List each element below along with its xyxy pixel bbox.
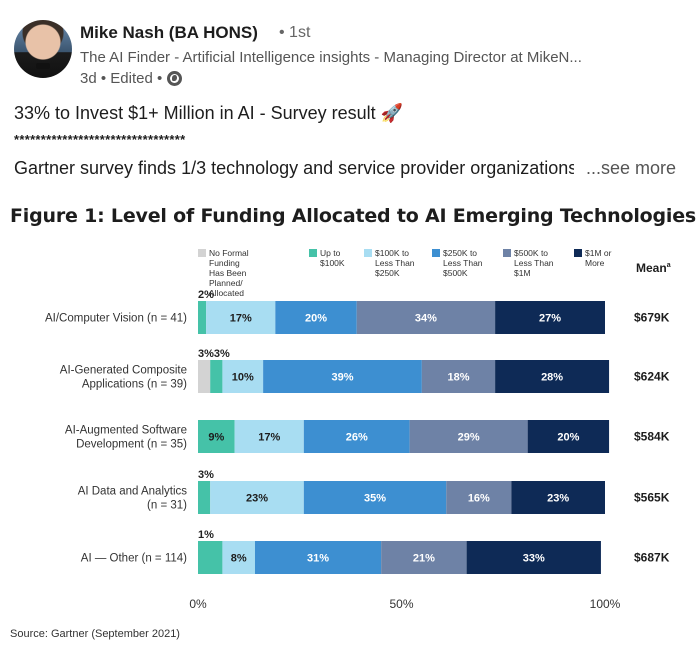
legend-label: $500K to Less Than $1M: [514, 248, 554, 278]
bar-segment: [381, 541, 467, 574]
post-title: 33% to Invest $1+ Million in AI - Survey…: [14, 103, 404, 123]
bar-segment: [356, 301, 496, 334]
connection-degree: • 1st: [279, 24, 311, 41]
bar-segment: [222, 360, 264, 393]
legend-swatch: [503, 249, 511, 257]
bar-segment: [421, 360, 496, 393]
post-header: Mike Nash (BA HONS) • 1st The AI Finder …: [14, 18, 686, 90]
bar-segment: [263, 360, 422, 393]
author-name[interactable]: Mike Nash (BA HONS): [80, 23, 258, 42]
post-divider-stars: ********************************: [14, 132, 186, 147]
bar-segment: [206, 301, 276, 334]
post-body: Gartner survey finds 1/3 technology and …: [14, 158, 574, 178]
data-label: 17%: [258, 432, 280, 444]
category-label: AI — Other (n = 114): [81, 553, 187, 565]
see-more-link[interactable]: ...see more: [586, 158, 677, 178]
data-label: 26%: [346, 432, 368, 444]
category-label: AI-Augmented Software Development (n = 35…: [65, 425, 187, 451]
data-label: 9%: [208, 432, 224, 444]
legend-label: $100K to Less Than $250K: [375, 248, 415, 278]
post-image-figure[interactable]: Figure 1: Level of Funding Allocated to …: [0, 196, 700, 645]
legend-label: No Formal Funding Has Been Planned/Alloca…: [209, 248, 249, 298]
data-label: 21%: [413, 553, 435, 565]
data-label: 28%: [541, 372, 563, 384]
data-label: 39%: [331, 372, 353, 384]
data-label: 20%: [557, 432, 579, 444]
bar-segment: [198, 541, 223, 574]
data-label: 27%: [539, 313, 561, 325]
bar-segment: [303, 481, 447, 514]
legend-swatch: [574, 249, 582, 257]
legend-swatch: [364, 249, 372, 257]
bar-segment: [409, 420, 528, 453]
bar-segment: [527, 420, 610, 453]
mean-header: Meana: [636, 261, 671, 275]
bar-segment: [198, 301, 207, 334]
globe-icon: [167, 71, 183, 86]
legend-label: Up to $100K: [320, 248, 345, 268]
category-label: AI-Generated Composite Applications (n = …: [60, 365, 187, 391]
bar-segment: [198, 360, 211, 393]
x-tick-label: 100%: [590, 597, 621, 611]
post-time: 3d • Edited •: [80, 70, 163, 87]
figure-source: Source: Gartner (September 2021): [10, 628, 180, 640]
legend-swatch: [432, 249, 440, 257]
data-label-small: 3%3%: [198, 348, 230, 360]
author-headline: The AI Finder - Artificial Intelligence …: [80, 49, 582, 66]
bar-segment: [210, 481, 304, 514]
data-label: 10%: [232, 372, 254, 384]
bar-segment: [198, 481, 211, 514]
bar-segment: [254, 541, 382, 574]
bar-segment: [446, 481, 512, 514]
category-label: AI/Computer Vision (n = 41): [45, 313, 187, 325]
bar-segment: [198, 420, 235, 453]
legend-swatch: [198, 249, 206, 257]
x-tick-label: 0%: [189, 597, 207, 611]
bar-segment: [495, 360, 610, 393]
data-label-small: 1%: [198, 529, 214, 541]
mean-value: $679K: [634, 311, 670, 325]
author-avatar[interactable]: [14, 20, 72, 78]
data-label-small: 2%: [198, 289, 214, 301]
data-label: 17%: [230, 313, 252, 325]
category-label: AI Data and Analytics (n = 31): [78, 486, 188, 512]
mean-value: $624K: [634, 370, 670, 384]
data-label: 31%: [307, 553, 329, 565]
bar-segment: [511, 481, 605, 514]
mean-value: $584K: [634, 430, 670, 444]
mean-value: $565K: [634, 491, 670, 505]
data-label: 18%: [447, 372, 469, 384]
bar-segment: [234, 420, 304, 453]
data-label: 33%: [523, 553, 545, 565]
bar-segment: [222, 541, 255, 574]
data-label: 35%: [364, 493, 386, 505]
bar-segment: [495, 301, 605, 334]
mean-value: $687K: [634, 551, 670, 565]
bar-segment: [210, 360, 223, 393]
bar-segment: [466, 541, 601, 574]
data-label: 8%: [231, 553, 247, 565]
legend-label: $250K to Less Than $500K: [443, 248, 483, 278]
data-label-small: 3%: [198, 469, 214, 481]
data-label: 16%: [468, 493, 490, 505]
figure-title: Figure 1: Level of Funding Allocated to …: [10, 205, 697, 227]
post-meta: 3d • Edited •: [80, 70, 183, 87]
x-tick-label: 50%: [389, 597, 413, 611]
bar-segment: [303, 420, 410, 453]
data-label: 23%: [547, 493, 569, 505]
data-label: 29%: [458, 432, 480, 444]
data-label: 23%: [246, 493, 268, 505]
legend-label: $1M or More: [585, 248, 612, 268]
legend-swatch: [309, 249, 317, 257]
bar-segment: [275, 301, 357, 334]
stacked-bar-chart: AI/Computer Vision (n = 41) 2% 17% 20% 34% 27…: [45, 289, 670, 611]
data-label: 20%: [305, 313, 327, 325]
data-label: 34%: [415, 313, 437, 325]
